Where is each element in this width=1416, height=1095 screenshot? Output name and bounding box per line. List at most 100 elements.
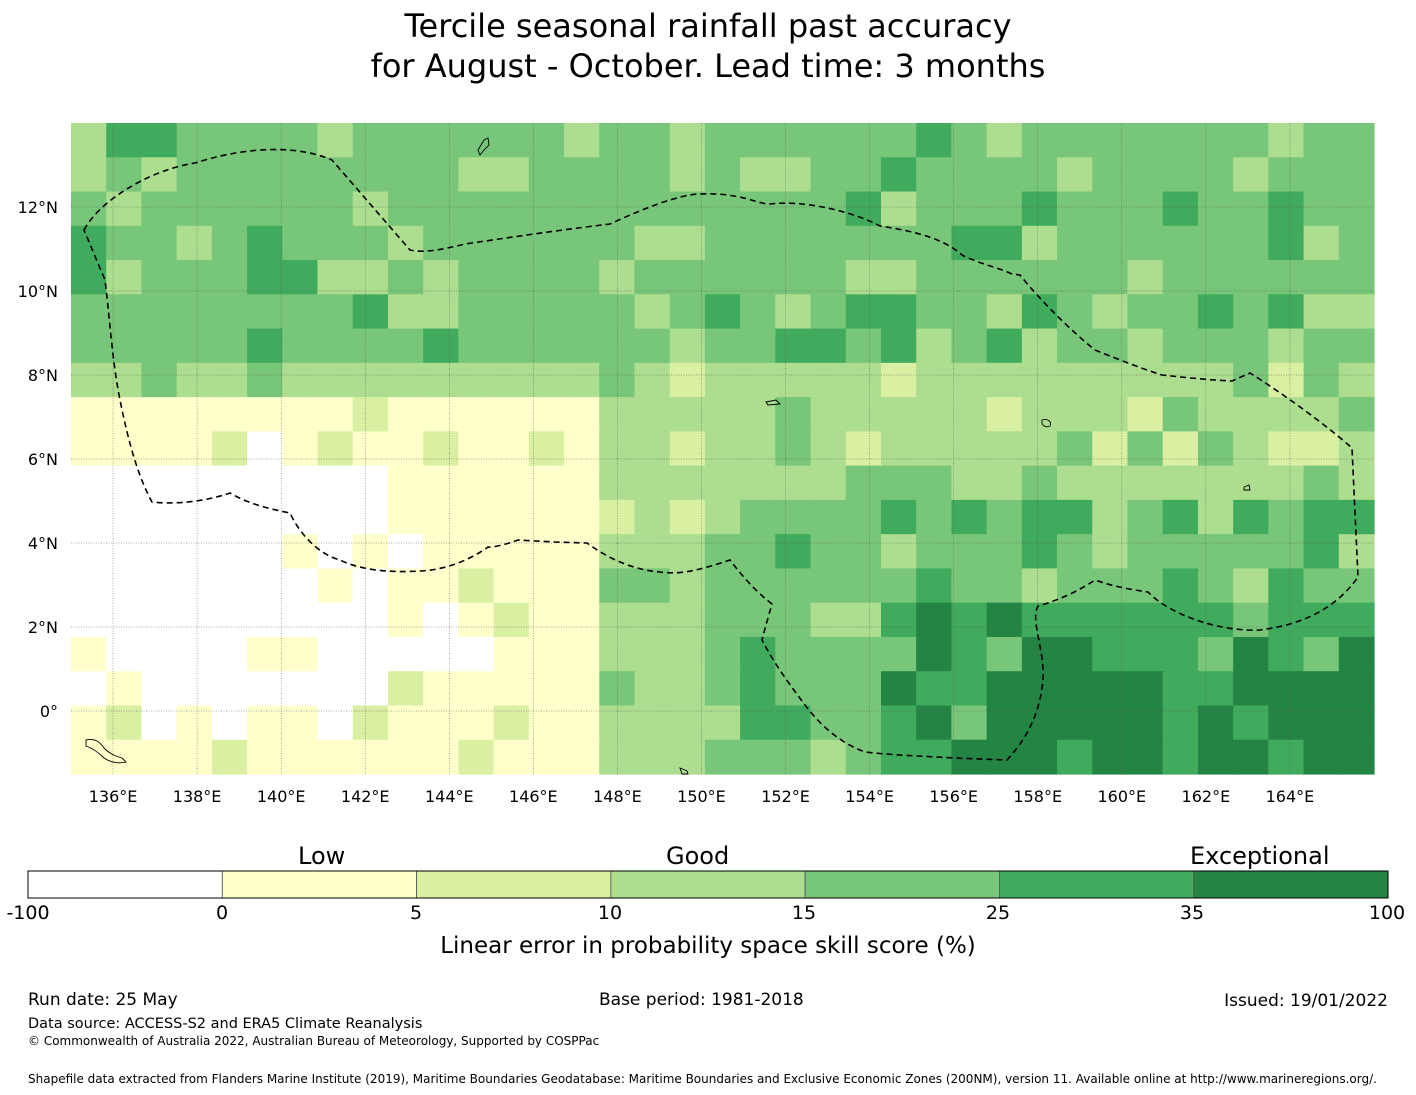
skill-cell: [176, 499, 213, 535]
skill-cell: [810, 465, 847, 501]
skill-cell: [317, 534, 354, 570]
skill-cell: [282, 636, 319, 672]
skill-cell: [247, 671, 283, 707]
skill-cell: [106, 191, 143, 227]
skill-cell: [951, 328, 988, 364]
skill-cell: [564, 671, 600, 707]
skill-cell: [352, 225, 389, 261]
skill-cell: [740, 123, 776, 158]
skill-cell: [141, 328, 178, 364]
skill-cell: [528, 397, 565, 432]
skill-cell: [634, 465, 671, 501]
skill-cell: [387, 534, 424, 570]
skill-cell: [669, 602, 706, 638]
skill-cell: [1303, 602, 1340, 638]
skill-cell: [1092, 534, 1129, 570]
skill-cell: [1233, 499, 1269, 535]
skill-cell: [564, 636, 600, 672]
skill-cell: [986, 636, 1023, 672]
skill-cell: [669, 705, 706, 741]
skill-cell: [1233, 739, 1269, 775]
skill-cell: [951, 191, 988, 227]
skill-cell: [669, 568, 706, 604]
skill-cell: [247, 294, 283, 330]
skill-cell: [423, 260, 459, 295]
skill-cell: [1092, 397, 1129, 432]
skill-cell: [669, 671, 706, 707]
skill-cell: [599, 568, 636, 604]
skill-cell: [176, 602, 213, 638]
skill-cell: [1021, 157, 1058, 193]
skill-cell: [880, 328, 917, 364]
skill-cell: [1338, 636, 1375, 672]
skill-cell: [634, 191, 671, 227]
skill-cell: [1092, 465, 1129, 501]
skill-cell: [387, 260, 424, 295]
skill-cell: [423, 499, 459, 535]
lon-tick-label: 154°E: [845, 787, 894, 806]
skill-cell: [634, 705, 671, 741]
skill-cell: [599, 362, 636, 398]
skill-cell: [880, 705, 917, 741]
skill-cell: [1057, 739, 1093, 775]
skill-cell: [528, 534, 565, 570]
skill-cell: [211, 157, 248, 193]
skill-cell: [493, 362, 530, 398]
skill-cell: [106, 705, 143, 741]
skill-cell: [211, 465, 248, 501]
skill-cell: [423, 328, 459, 364]
skill-cell: [986, 225, 1023, 261]
skill-cell: [458, 431, 495, 467]
skill-cell: [352, 568, 389, 604]
skill-cell: [1021, 602, 1058, 638]
skill-cell: [141, 225, 178, 261]
skill-cell: [71, 191, 107, 227]
skill-cell: [1092, 191, 1129, 227]
island-south: [679, 767, 689, 775]
skill-cell: [458, 260, 495, 295]
skill-cell: [740, 465, 776, 501]
skill-cell: [564, 431, 600, 467]
skill-cell: [176, 191, 213, 227]
skill-cell: [704, 225, 741, 261]
skill-cell: [458, 465, 495, 501]
skill-cell: [669, 191, 706, 227]
skill-cell: [282, 191, 319, 227]
skill-cell: [845, 328, 882, 364]
skill-cell: [1233, 534, 1269, 570]
skill-cell: [141, 431, 178, 467]
skill-cell: [880, 534, 917, 570]
skill-cell: [458, 225, 495, 261]
skill-cell: [458, 602, 495, 638]
skill-cell: [704, 602, 741, 638]
skill-cell: [951, 260, 988, 295]
skill-cell: [1162, 225, 1199, 261]
skill-cell: [916, 602, 953, 638]
skill-cell: [704, 157, 741, 193]
skill-cell: [1162, 602, 1199, 638]
skill-cell: [493, 568, 530, 604]
skill-cell: [1127, 671, 1164, 707]
skill-cell: [704, 397, 741, 432]
skill-cell: [1303, 225, 1340, 261]
skill-cell: [669, 431, 706, 467]
skill-cell: [387, 328, 424, 364]
skill-cell: [951, 705, 988, 741]
skill-cell: [352, 260, 389, 295]
skill-cell: [916, 397, 953, 432]
skill-cell: [986, 499, 1023, 535]
skill-cell: [880, 157, 917, 193]
skill-cell: [1127, 602, 1164, 638]
skill-cell: [740, 534, 776, 570]
skill-cell: [352, 636, 389, 672]
skill-cell: [669, 465, 706, 501]
skill-cell: [1127, 362, 1164, 398]
lat-tick-label: 8°N: [28, 366, 58, 385]
skill-cell: [106, 568, 143, 604]
skill-cell: [775, 191, 812, 227]
skill-cell: [528, 294, 565, 330]
skill-cell: [387, 465, 424, 501]
skill-cell: [564, 123, 600, 158]
skill-cell: [176, 397, 213, 432]
skill-cell: [387, 362, 424, 398]
